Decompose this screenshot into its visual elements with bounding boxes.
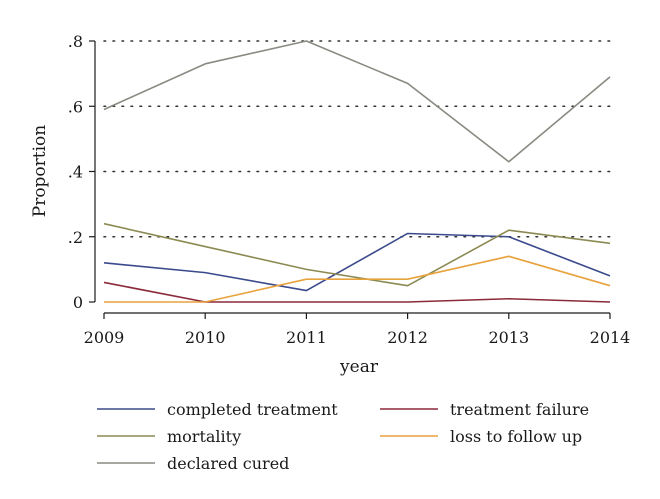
y-tick-label-3: .6	[68, 97, 83, 116]
legend-label-loss-to-follow-up: loss to follow up	[450, 427, 582, 446]
x-tick-label-2: 2011	[286, 328, 327, 347]
x-axis-title: year	[339, 357, 379, 377]
legend: completed treatment treatment failure mort…	[97, 400, 589, 473]
legend-label-completed-treatment: completed treatment	[167, 400, 338, 419]
y-axis-title: Proportion	[30, 125, 50, 218]
series-line-loss-to-follow-up	[104, 255, 611, 303]
legend-label-treatment-failure: treatment failure	[450, 400, 589, 419]
x-axis: 2009 2010 2011 2012 2013 2014	[84, 312, 631, 347]
series-line-declared-cured	[103, 40, 611, 163]
series-line-mortality	[103, 222, 611, 287]
y-tick-label-4: .8	[68, 32, 83, 51]
series-line-completed-treatment	[103, 232, 611, 292]
legend-label-declared-cured: declared cured	[167, 454, 289, 473]
x-tick-label-3: 2012	[387, 328, 428, 347]
y-tick-label-2: .4	[68, 163, 83, 182]
x-tick-label-0: 2009	[84, 328, 125, 347]
x-tick-label-4: 2013	[488, 328, 529, 347]
x-tick-label-5: 2014	[590, 328, 631, 347]
x-tick-label-1: 2010	[185, 328, 226, 347]
series-lines	[103, 40, 611, 303]
gridlines	[103, 40, 611, 238]
y-tick-label-0: 0	[73, 293, 83, 312]
y-axis: 0 .2 .4 .6 .8	[68, 32, 96, 312]
y-tick-label-1: .2	[68, 228, 83, 247]
legend-label-mortality: mortality	[167, 427, 241, 446]
series-line-treatment-failure	[103, 281, 611, 303]
